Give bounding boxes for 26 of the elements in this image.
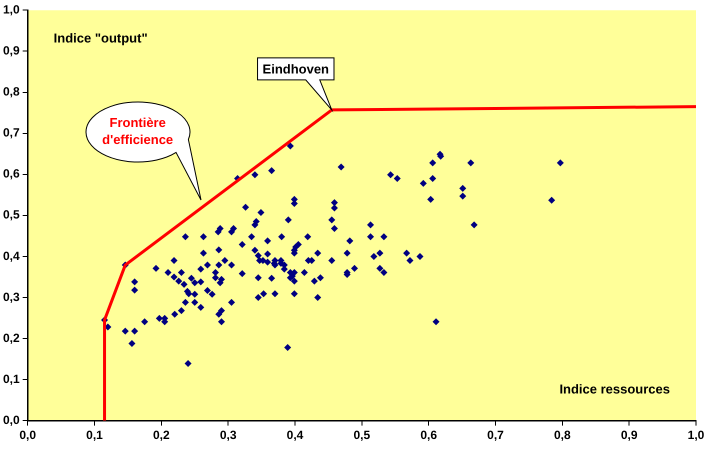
y-tick-label: 0,0 xyxy=(2,412,20,427)
x-tick-label: 0,5 xyxy=(353,428,371,442)
y-tick-label: 0,2 xyxy=(2,330,20,345)
x-tick-label: 0,1 xyxy=(86,428,104,442)
y-tick-label: 0,5 xyxy=(2,208,20,222)
x-tick-label: 0,0 xyxy=(19,428,36,442)
y-tick-label: 0,6 xyxy=(2,166,20,181)
y-tick-label: 0,3 xyxy=(2,290,20,304)
y-tick-label: 1,0 xyxy=(2,2,20,17)
y-tick-label: 0,1 xyxy=(2,372,20,386)
y-axis-title: Indice "output" xyxy=(54,30,148,46)
x-tick-label: 0,4 xyxy=(286,428,304,442)
x-tick-label: 0,7 xyxy=(487,428,504,442)
y-tick-label: 0,7 xyxy=(2,126,20,140)
x-tick-label: 0,3 xyxy=(220,428,237,442)
annotation: Frontière d'efficience xyxy=(101,114,174,148)
x-tick-label: 0,8 xyxy=(554,428,571,442)
x-tick-label: 0,6 xyxy=(420,428,438,442)
annotation: Eindhoven xyxy=(262,62,330,77)
x-axis-title: Indice ressources xyxy=(559,382,670,397)
y-tick-label: 0,4 xyxy=(2,248,20,263)
x-tick-label: 0,2 xyxy=(153,428,170,442)
y-tick-label: 0,8 xyxy=(2,84,20,99)
x-tick-label: 0,9 xyxy=(620,428,638,442)
x-tick-label: 1,0 xyxy=(688,428,705,442)
y-tick-label: 0,9 xyxy=(2,44,20,58)
